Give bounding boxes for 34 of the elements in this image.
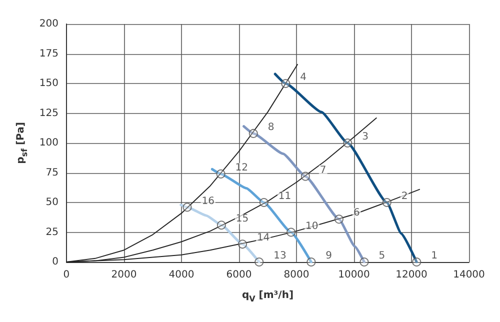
y-tick-label: 50 [46,197,58,208]
annotation: 5 [378,250,386,262]
annotation: 10 [306,220,318,232]
x-tick-label: 10000 [338,270,370,280]
y-tick-label: 0 [52,256,58,268]
annotation: 15 [236,214,249,225]
annotation: 9 [326,250,332,262]
y-tick-label: 125 [39,108,58,119]
y-tick-label: 25 [46,226,58,238]
x-tick-label: 12000 [396,270,428,280]
x-tick-label: 6000 [226,270,252,280]
annotation: 3 [362,132,368,142]
x-tick-label: 8000 [284,270,310,280]
annotation: 7 [320,164,326,176]
y-tick-label: 75 [46,167,58,178]
x-tick-label: 0 [63,270,70,280]
y-axis-title: psf [Pa] [16,122,29,164]
x-tick-label: 2000 [111,270,137,280]
y-tick-label: 175 [39,48,58,60]
annotation: 4 [300,72,306,83]
annotation: 1 [431,250,438,262]
x-tick-label: 4000 [168,270,194,280]
x-tick-label: 14000 [453,270,485,280]
annotation: 6 [353,208,360,219]
y-tick-label: 200 [39,18,58,30]
annotation: 14 [257,232,270,244]
y-tick-label: 100 [39,138,58,148]
annotation: 2 [401,191,408,202]
annotation: 16 [202,196,214,207]
annotation: 12 [235,162,248,174]
annotation: 11 [278,191,292,202]
annotation: 8 [268,122,274,133]
y-tick-label: 150 [39,78,58,89]
annotation: 13 [274,250,286,262]
